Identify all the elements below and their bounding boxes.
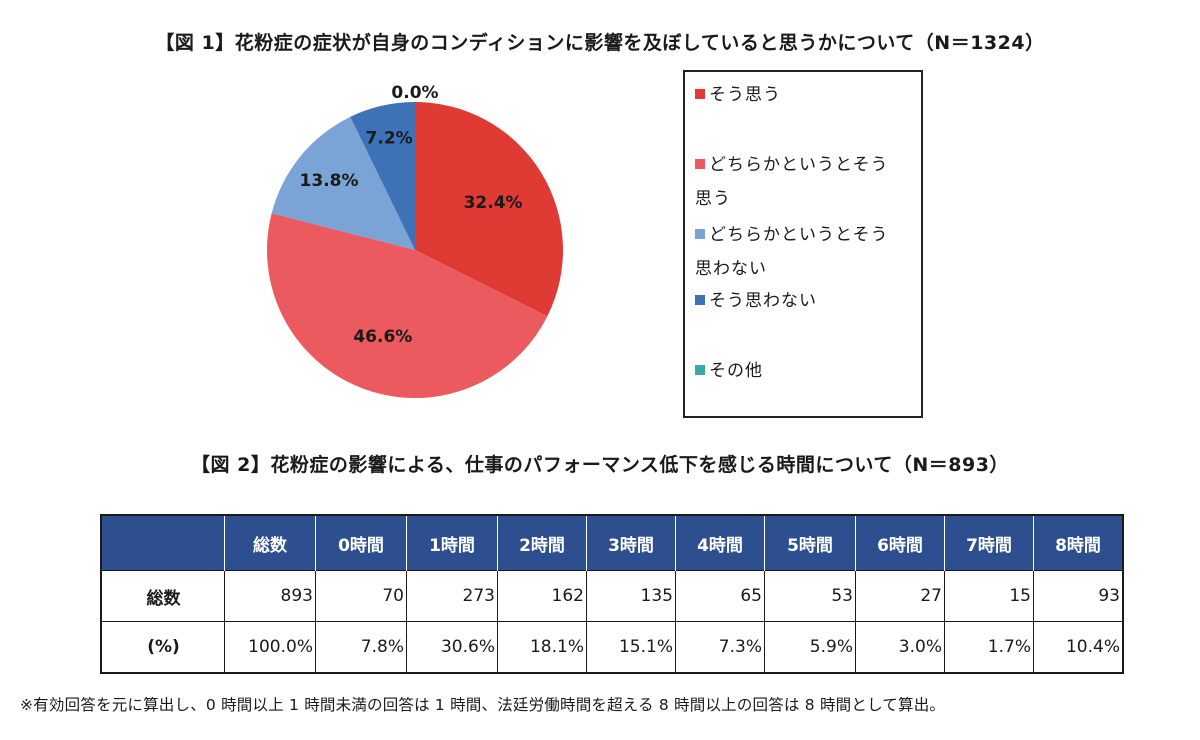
column-header: 7時間 xyxy=(944,514,1034,571)
pie-chart: 32.4% 46.6% 13.8% 7.2% 0.0% xyxy=(267,83,563,399)
legend-label: どちらかというとそう xyxy=(695,218,920,252)
pie-data-label: 7.2% xyxy=(366,129,413,149)
legend-label: 思う xyxy=(695,189,731,209)
legend-label: その他 xyxy=(695,354,920,388)
column-header: 0時間 xyxy=(315,514,407,571)
table-cell: 7.3% xyxy=(675,621,765,674)
column-header: 5時間 xyxy=(764,514,856,571)
column-header: 総数 xyxy=(224,514,316,571)
table-cell: 70 xyxy=(315,570,407,622)
table-row: 総数 893 70 273 162 135 65 53 27 15 93 xyxy=(100,570,1124,622)
legend-swatch xyxy=(695,295,705,305)
pie-slice xyxy=(350,102,415,250)
table-cell: 10.4% xyxy=(1033,621,1124,674)
table-cell: 65 xyxy=(675,570,765,622)
footnote: ※有効回答を元に算出し、0 時間以上 1 時間未満の回答は 1 時間、法廷労働時… xyxy=(20,696,946,714)
column-header xyxy=(100,514,225,571)
legend-swatch xyxy=(695,89,705,99)
column-header: 8時間 xyxy=(1033,514,1124,571)
table-row: (%) 100.0% 7.8% 30.6% 18.1% 15.1% 7.3% 5.9% 3.0%… xyxy=(100,621,1124,674)
table-cell: 53 xyxy=(764,570,856,622)
legend-swatch xyxy=(695,159,705,169)
figure2-title: 【図 2】花粉症の影響による、仕事のパフォーマンス低下を感じる時間について（N＝… xyxy=(191,454,1009,476)
pie-data-label: 13.8% xyxy=(300,171,359,191)
table-cell: 5.9% xyxy=(764,621,856,674)
figure1-title: 【図 1】花粉症の症状が自身のコンディションに影響を及ぼしていると思うかについて… xyxy=(155,32,1045,54)
legend-item: その他 xyxy=(695,354,920,388)
table-cell: 100.0% xyxy=(224,621,316,674)
table-cell: 18.1% xyxy=(497,621,587,674)
column-header: 4時間 xyxy=(675,514,765,571)
table-cell: 15 xyxy=(944,570,1034,622)
pie-data-label: 46.6% xyxy=(353,327,412,347)
table-cell: 3.0% xyxy=(855,621,945,674)
table-cell: 15.1% xyxy=(586,621,676,674)
table-cell: 1.7% xyxy=(944,621,1034,674)
pie-data-label: 0.0% xyxy=(391,83,438,103)
pie-data-label: 32.4% xyxy=(464,193,523,213)
legend-label: 思わない xyxy=(695,259,767,279)
pie-slice xyxy=(271,116,415,250)
table-cell: 135 xyxy=(586,570,676,622)
legend-swatch xyxy=(695,229,705,239)
row-label: 総数 xyxy=(100,570,225,622)
column-header: 6時間 xyxy=(855,514,945,571)
legend-label: そう思う xyxy=(695,78,920,112)
performance-table: 総数 0時間 1時間 2時間 3時間 4時間 5時間 6時間 7時間 8時間 総数 893 70 273… xyxy=(100,514,1124,674)
legend-item: そう思わない xyxy=(695,284,920,318)
pie-slice xyxy=(267,213,548,399)
table-cell: 7.8% xyxy=(315,621,407,674)
table-cell: 27 xyxy=(855,570,945,622)
legend-item: どちらかというとそう思う xyxy=(695,148,920,216)
table-cell: 93 xyxy=(1033,570,1124,622)
legend-label: どちらかというとそう xyxy=(695,148,920,182)
legend-swatch xyxy=(695,365,705,375)
column-header: 1時間 xyxy=(406,514,498,571)
row-label: (%) xyxy=(100,621,225,674)
table-cell: 273 xyxy=(406,570,498,622)
column-header: 3時間 xyxy=(586,514,676,571)
table-cell: 30.6% xyxy=(406,621,498,674)
pie-legend: そう思う どちらかというとそう 思う どちらかというとそう 思わない そう思わない その他 xyxy=(683,70,923,418)
table-header-row: 総数 0時間 1時間 2時間 3時間 4時間 5時間 6時間 7時間 8時間 xyxy=(100,514,1124,571)
table-cell: 893 xyxy=(224,570,316,622)
table-cell: 162 xyxy=(497,570,587,622)
legend-label: そう思わない xyxy=(695,284,920,318)
legend-item: どちらかというとそう思わない xyxy=(695,218,920,286)
legend-item: そう思う xyxy=(695,78,920,112)
pie-slice xyxy=(415,102,563,317)
column-header: 2時間 xyxy=(497,514,587,571)
